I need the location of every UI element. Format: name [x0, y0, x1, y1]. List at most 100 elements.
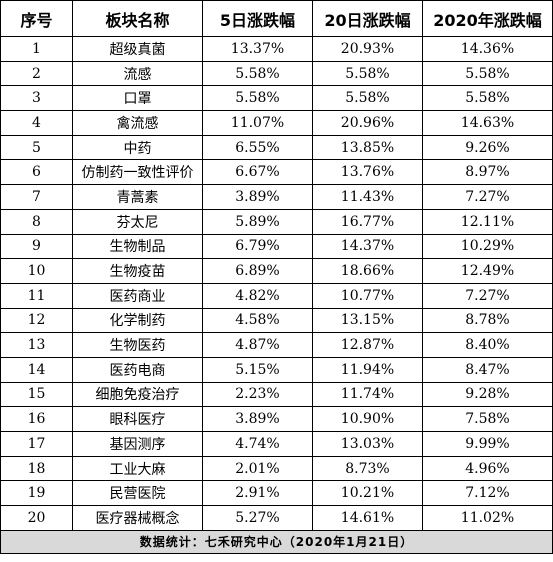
row-index: 13: [0, 332, 73, 358]
change-2020: 9.28%: [422, 381, 553, 408]
change-20day: 13.85%: [312, 134, 423, 161]
change-2020: 9.99%: [422, 431, 553, 457]
change-2020: 8.40%: [422, 332, 553, 358]
header-index: 序号: [0, 0, 73, 37]
sector-name: 民营医院: [72, 480, 203, 507]
table-row: 3 口罩 5.58% 5.58% 5.58%: [0, 85, 553, 112]
sector-name: 细胞免疫治疗: [72, 381, 203, 408]
row-index: 12: [0, 307, 73, 334]
change-2020: 7.12%: [422, 480, 553, 507]
sector-name: 工业大麻: [72, 455, 203, 482]
change-2020: 7.27%: [422, 282, 553, 309]
row-index: 7: [0, 184, 73, 210]
sector-name: 眼科医疗: [72, 406, 203, 432]
header-20day-change: 20日涨跌幅: [312, 0, 423, 37]
row-index: 4: [0, 110, 73, 136]
change-5day: 6.55%: [202, 134, 313, 161]
table-row: 1 超级真菌 13.37% 20.93% 14.36%: [0, 36, 553, 62]
sector-name: 青蒿素: [72, 184, 203, 210]
change-20day: 13.03%: [312, 431, 423, 457]
change-20day: 11.94%: [312, 356, 423, 383]
row-index: 3: [0, 85, 73, 112]
change-2020: 10.29%: [422, 233, 553, 260]
sector-name: 生物制品: [72, 233, 203, 260]
row-index: 9: [0, 233, 73, 260]
change-5day: 6.67%: [202, 159, 313, 186]
table-row: 9 生物制品 6.79% 14.37% 10.29%: [0, 233, 553, 260]
table-row: 13 生物医药 4.87% 12.87% 8.40%: [0, 332, 553, 358]
change-5day: 2.91%: [202, 480, 313, 507]
data-source-note: 数据统计：七禾研究中心（2020年1月21日）: [0, 529, 553, 554]
table-row: 14 医药电商 5.15% 11.94% 8.47%: [0, 356, 553, 383]
change-5day: 5.27%: [202, 505, 313, 531]
sector-name: 仿制药一致性评价: [72, 159, 203, 186]
change-5day: 5.58%: [202, 85, 313, 112]
change-5day: 2.23%: [202, 381, 313, 408]
row-index: 16: [0, 406, 73, 432]
sector-name: 超级真菌: [72, 36, 203, 62]
change-5day: 4.58%: [202, 307, 313, 334]
change-2020: 12.11%: [422, 208, 553, 235]
table-row: 18 工业大麻 2.01% 8.73% 4.96%: [0, 455, 553, 482]
table-row: 17 基因测序 4.74% 13.03% 9.99%: [0, 431, 553, 457]
change-20day: 20.93%: [312, 36, 423, 62]
change-2020: 8.47%: [422, 356, 553, 383]
row-index: 18: [0, 455, 73, 482]
change-2020: 7.58%: [422, 406, 553, 432]
sector-name: 基因测序: [72, 431, 203, 457]
sector-name: 生物医药: [72, 332, 203, 358]
change-2020: 11.02%: [422, 505, 553, 531]
sector-name: 医疗器械概念: [72, 505, 203, 531]
row-index: 5: [0, 134, 73, 161]
sector-name: 流感: [72, 60, 203, 87]
change-20day: 11.74%: [312, 381, 423, 408]
sector-name: 芬太尼: [72, 208, 203, 235]
change-20day: 10.90%: [312, 406, 423, 432]
change-2020: 14.63%: [422, 110, 553, 136]
table-row: 8 芬太尼 5.89% 16.77% 12.11%: [0, 208, 553, 235]
change-5day: 4.74%: [202, 431, 313, 457]
footer-row: 数据统计：七禾研究中心（2020年1月21日）: [0, 529, 553, 554]
sector-name: 生物疫苗: [72, 258, 203, 284]
row-index: 2: [0, 60, 73, 87]
change-20day: 5.58%: [312, 85, 423, 112]
row-index: 14: [0, 356, 73, 383]
table-row: 12 化学制药 4.58% 13.15% 8.78%: [0, 307, 553, 334]
header-sector-name: 板块名称: [72, 0, 203, 37]
header-5day-change: 5日涨跌幅: [202, 0, 313, 37]
row-index: 6: [0, 159, 73, 186]
table-row: 7 青蒿素 3.89% 11.43% 7.27%: [0, 184, 553, 210]
table-row: 5 中药 6.55% 13.85% 9.26%: [0, 134, 553, 161]
change-2020: 4.96%: [422, 455, 553, 482]
change-20day: 10.21%: [312, 480, 423, 507]
sector-name: 医药电商: [72, 356, 203, 383]
table-row: 2 流感 5.58% 5.58% 5.58%: [0, 60, 553, 87]
row-index: 10: [0, 258, 73, 284]
change-2020: 12.49%: [422, 258, 553, 284]
row-index: 19: [0, 480, 73, 507]
change-20day: 18.66%: [312, 258, 423, 284]
change-2020: 7.27%: [422, 184, 553, 210]
change-20day: 13.76%: [312, 159, 423, 186]
sector-name: 中药: [72, 134, 203, 161]
table-row: 10 生物疫苗 6.89% 18.66% 12.49%: [0, 258, 553, 284]
change-2020: 5.58%: [422, 85, 553, 112]
change-20day: 14.37%: [312, 233, 423, 260]
row-index: 17: [0, 431, 73, 457]
change-5day: 4.87%: [202, 332, 313, 358]
change-5day: 5.15%: [202, 356, 313, 383]
change-2020: 14.36%: [422, 36, 553, 62]
change-20day: 13.15%: [312, 307, 423, 334]
change-20day: 5.58%: [312, 60, 423, 87]
change-5day: 3.89%: [202, 406, 313, 432]
change-5day: 11.07%: [202, 110, 313, 136]
sector-name: 禽流感: [72, 110, 203, 136]
table-row: 19 民营医院 2.91% 10.21% 7.12%: [0, 480, 553, 507]
change-2020: 5.58%: [422, 60, 553, 87]
change-20day: 20.96%: [312, 110, 423, 136]
table-row: 16 眼科医疗 3.89% 10.90% 7.58%: [0, 406, 553, 432]
sector-name: 化学制药: [72, 307, 203, 334]
change-20day: 16.77%: [312, 208, 423, 235]
change-5day: 2.01%: [202, 455, 313, 482]
